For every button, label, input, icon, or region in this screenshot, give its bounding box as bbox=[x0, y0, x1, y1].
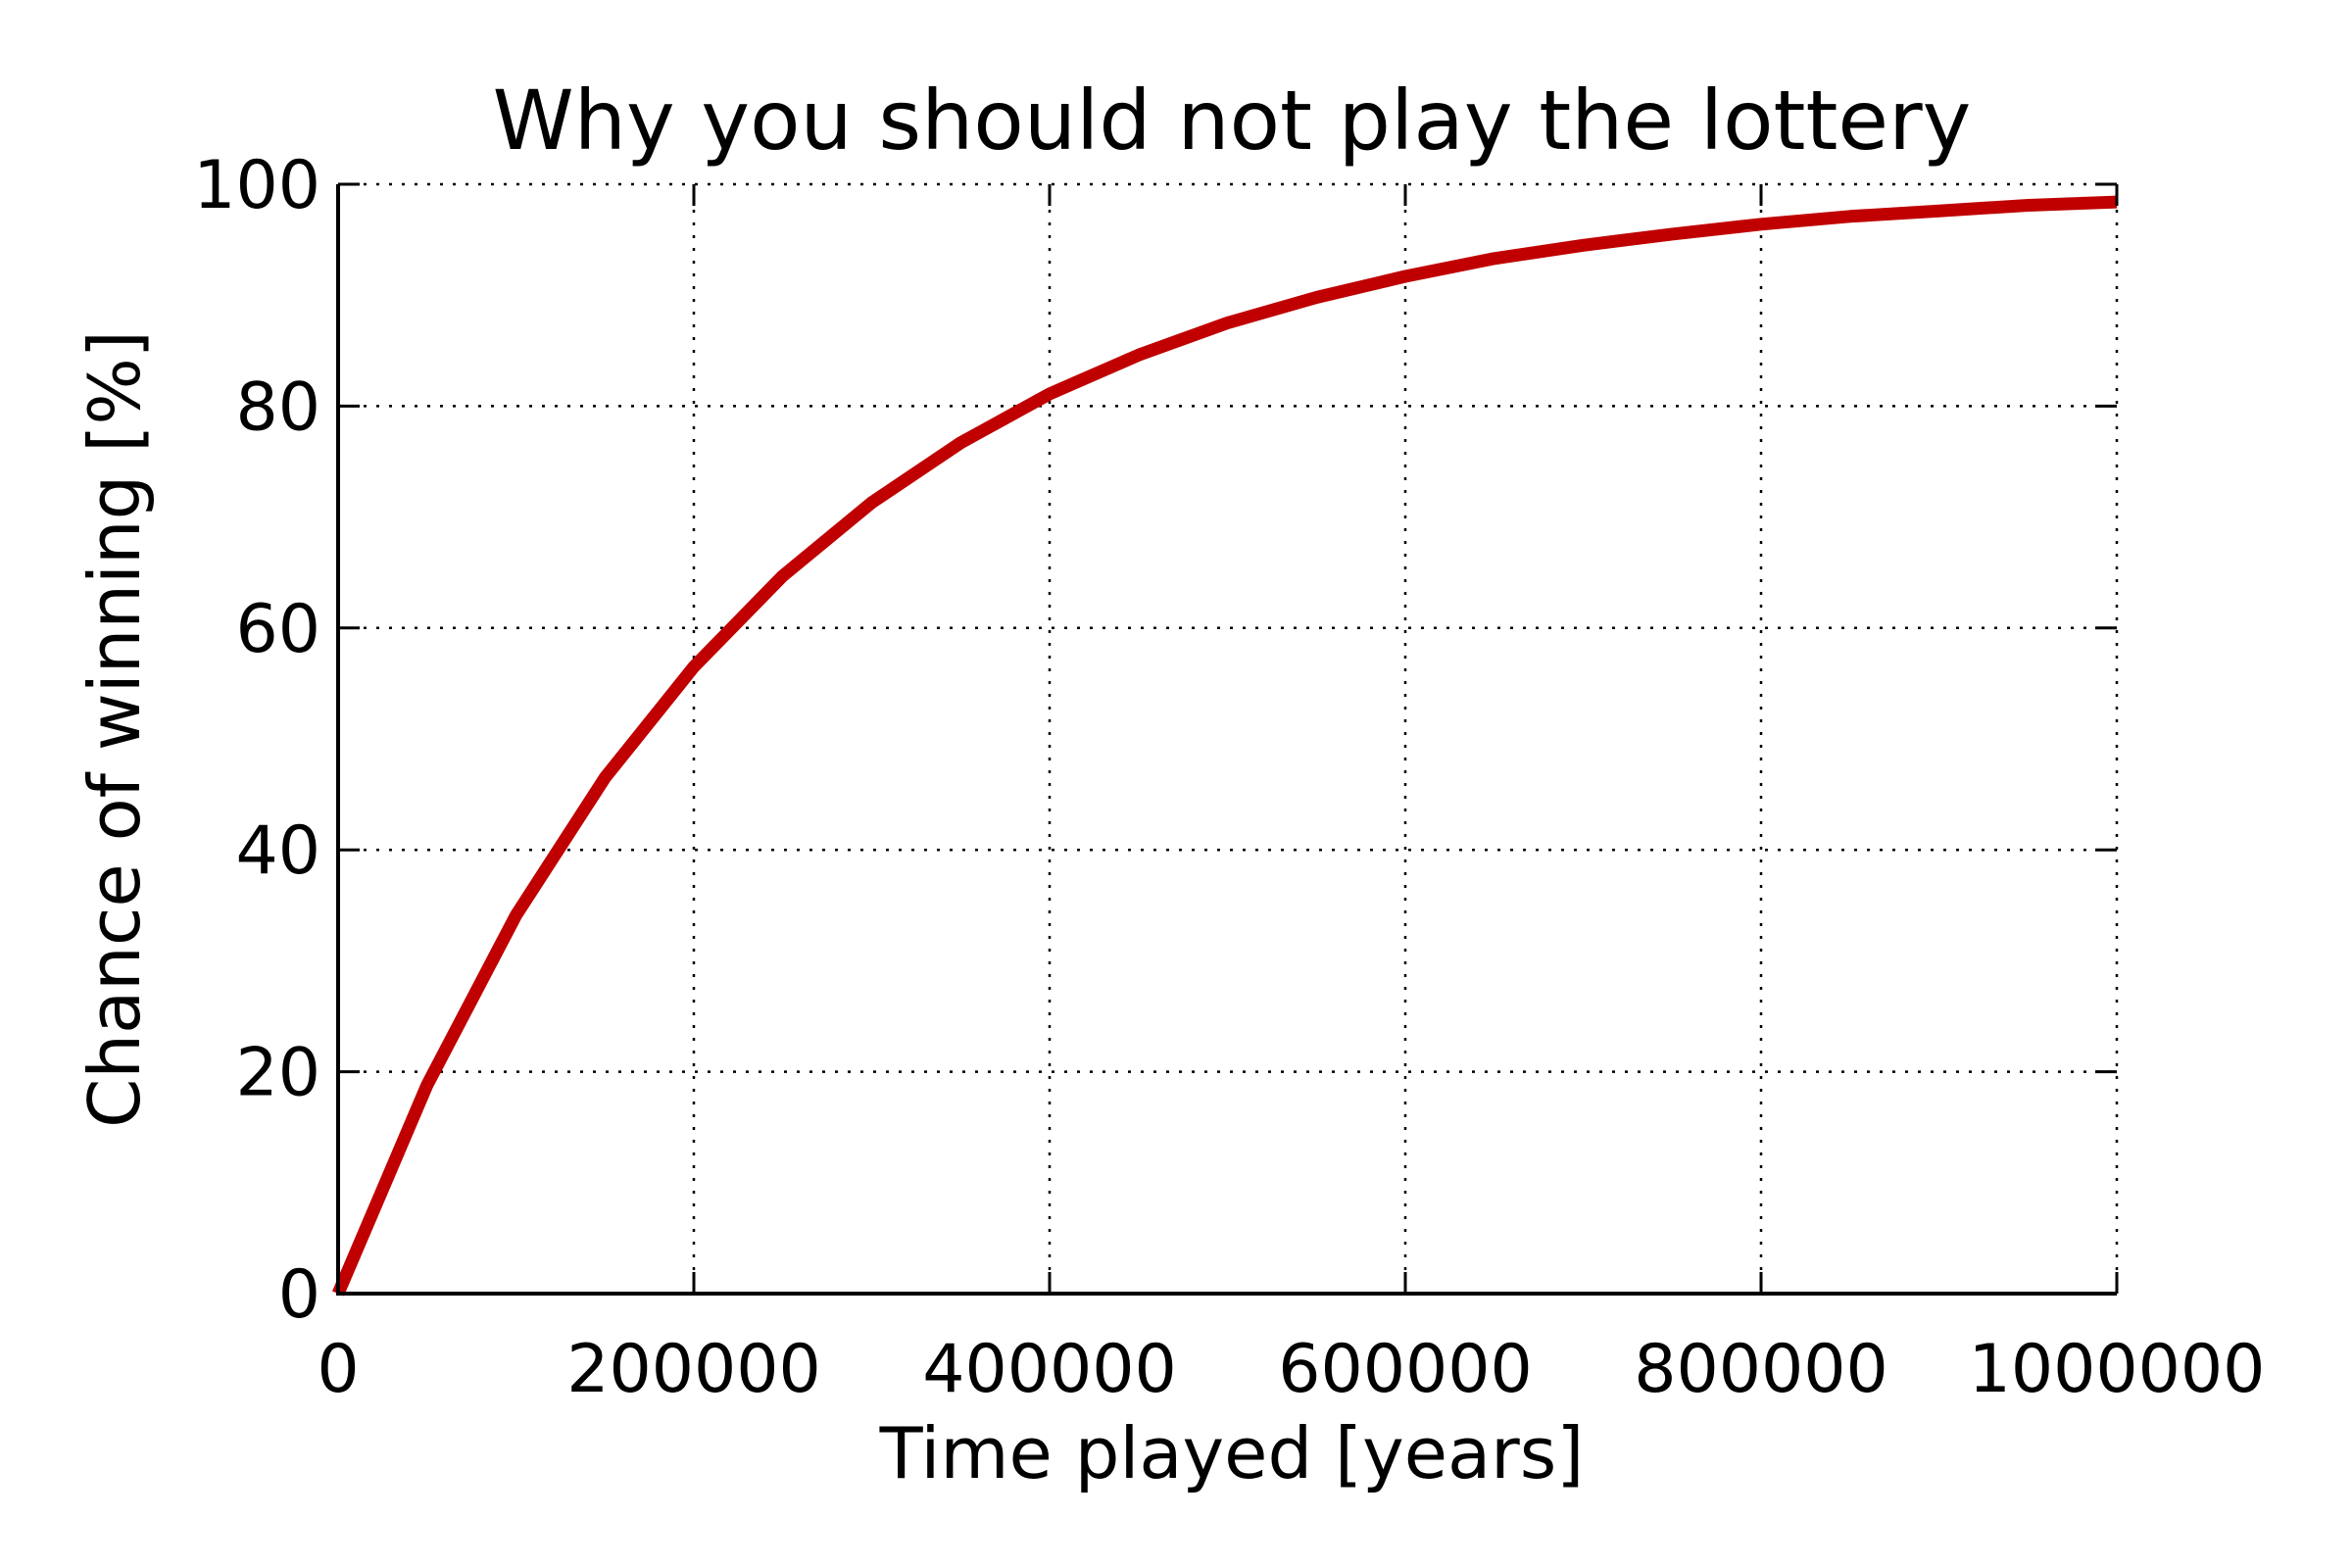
grid bbox=[338, 182, 2119, 1294]
x-tick-label: 1000000 bbox=[1969, 1331, 2266, 1408]
y-tick-label: 0 bbox=[278, 1256, 320, 1334]
series-line bbox=[332, 195, 2118, 1297]
y-axis-label: Chance of winning [%] bbox=[74, 330, 156, 1128]
axes bbox=[336, 184, 2117, 1296]
x-tick-label: 600000 bbox=[1278, 1331, 1533, 1408]
y-tick-label: 60 bbox=[235, 591, 320, 668]
x-axis-label: Time played [years] bbox=[879, 1412, 1585, 1494]
x-tick-label: 400000 bbox=[922, 1331, 1177, 1408]
x-axis-ticks: 0 200000 400000 600000 800000 1000000 bbox=[317, 184, 2265, 1408]
y-tick-label: 20 bbox=[235, 1035, 320, 1112]
y-axis-ticks: 0 20 40 60 80 100 bbox=[193, 147, 2117, 1334]
y-tick-label: 40 bbox=[235, 812, 320, 890]
y-tick-label: 80 bbox=[235, 368, 320, 446]
x-tick-label: 800000 bbox=[1634, 1331, 1888, 1408]
y-tick-label: 100 bbox=[193, 147, 320, 224]
x-tick-label: 0 bbox=[317, 1331, 359, 1408]
chart-title: Why you should not play the lottery bbox=[493, 73, 1972, 169]
x-tick-label: 200000 bbox=[566, 1331, 821, 1408]
